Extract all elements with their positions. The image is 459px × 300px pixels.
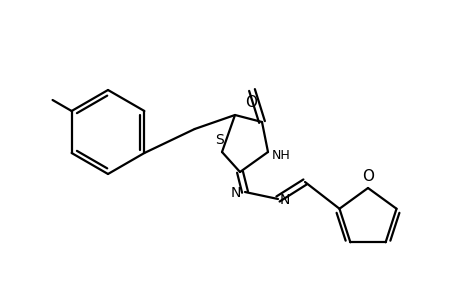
Text: N: N: [280, 193, 290, 207]
Text: NH: NH: [271, 148, 290, 161]
Text: S: S: [215, 133, 224, 147]
Text: O: O: [361, 169, 373, 184]
Text: N: N: [230, 186, 241, 200]
Text: O: O: [245, 95, 257, 110]
